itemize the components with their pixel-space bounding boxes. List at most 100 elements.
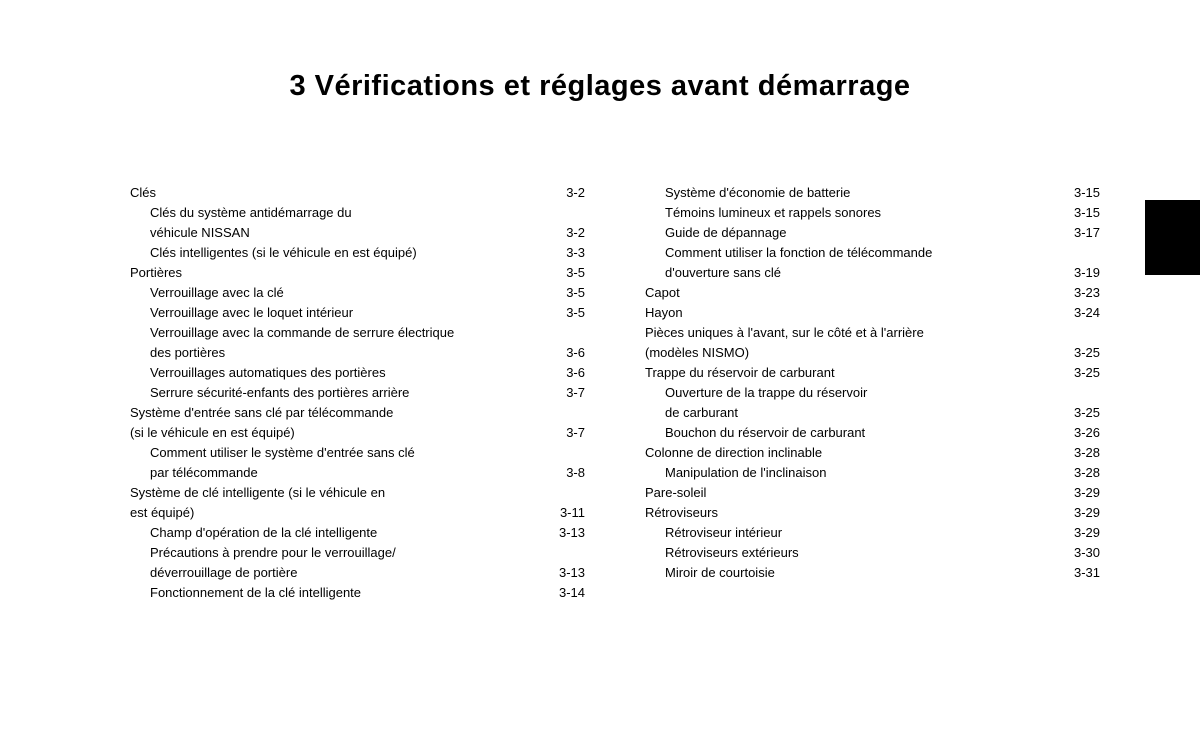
toc-entry: Rétroviseur intérieur 3-29 [615,523,1100,543]
toc-entry-label: de carburant [665,403,738,423]
toc-entry-label: Rétroviseurs [645,503,718,523]
toc-entry-page: 3-23 [1058,283,1100,303]
toc-entry-label: Guide de dépannage [665,223,786,243]
toc-entry-page: 3-15 [1058,203,1100,223]
toc-entry-label: Verrouillage avec le loquet intérieur [150,303,353,323]
toc-entry-page: 3-13 [543,563,585,583]
table-of-contents: Clés3-2Clés du système antidémarrage duv… [100,183,1100,603]
toc-continuation-line: Système d'entrée sans clé par télécomman… [100,403,585,423]
toc-entry-label: par télécommande [150,463,258,483]
toc-entry: Clés3-2 [100,183,585,203]
toc-entry-page: 3-6 [543,363,585,383]
toc-entry-label: Trappe du réservoir de carburant [645,363,835,383]
toc-entry: Système d'économie de batterie 3-15 [615,183,1100,203]
toc-entry: Bouchon du réservoir de carburant 3-26 [615,423,1100,443]
toc-entry-page: 3-19 [1058,263,1100,283]
toc-entry: Guide de dépannage 3-17 [615,223,1100,243]
toc-continuation-line: Comment utiliser le système d'entrée san… [100,443,585,463]
toc-entry-page: 3-26 [1058,423,1100,443]
toc-entry: Serrure sécurité-enfants des portières a… [100,383,585,403]
toc-entry: Colonne de direction inclinable 3-28 [615,443,1100,463]
toc-continuation-line: Précautions à prendre pour le verrouilla… [100,543,585,563]
toc-entry: Fonctionnement de la clé intelligente 3-1… [100,583,585,603]
toc-entry-label: Colonne de direction inclinable [645,443,822,463]
toc-entry: Verrouillage avec le loquet intérieur 3-5 [100,303,585,323]
toc-continuation-line: Verrouillage avec la commande de serrure… [100,323,585,343]
toc-entry-page: 3-28 [1058,443,1100,463]
toc-entry-page: 3-8 [543,463,585,483]
toc-entry-page: 3-7 [543,383,585,403]
toc-entry-page: 3-7 [543,423,585,443]
toc-entry-page: 3-29 [1058,483,1100,503]
section-tab-marker [1145,200,1200,275]
toc-entry-page: 3-5 [543,263,585,283]
toc-entry: Miroir de courtoisie 3-31 [615,563,1100,583]
toc-entry-label: d'ouverture sans clé [665,263,781,283]
toc-entry-label: Miroir de courtoisie [665,563,775,583]
toc-entry-page: 3-15 [1058,183,1100,203]
toc-continuation-line: Clés du système antidémarrage du [100,203,585,223]
toc-entry: Capot3-23 [615,283,1100,303]
toc-entry-label: Serrure sécurité-enfants des portières a… [150,383,409,403]
toc-entry: Rétroviseurs extérieurs 3-30 [615,543,1100,563]
toc-entry-page: 3-6 [543,343,585,363]
toc-entry-page: 3-5 [543,303,585,323]
toc-continuation-line: Ouverture de la trappe du réservoir [615,383,1100,403]
toc-entry-label: Fonctionnement de la clé intelligente [150,583,361,603]
toc-entry-page: 3-30 [1058,543,1100,563]
toc-entry-page: 3-17 [1058,223,1100,243]
toc-entry-label: Champ d'opération de la clé intelligente [150,523,377,543]
toc-entry: déverrouillage de portière 3-13 [100,563,585,583]
toc-entry-page: 3-13 [543,523,585,543]
chapter-title: 3 Vérifications et réglages avant démarr… [100,70,1100,103]
toc-entry-label: véhicule NISSAN [150,223,250,243]
toc-entry: véhicule NISSAN 3-2 [100,223,585,243]
toc-entry: des portières 3-6 [100,343,585,363]
toc-continuation-line: Pièces uniques à l'avant, sur le côté et… [615,323,1100,343]
toc-entry-label: Système d'économie de batterie [665,183,850,203]
toc-entry-label: Verrouillages automatiques des portières [150,363,386,383]
toc-column-left: Clés3-2Clés du système antidémarrage duv… [100,183,585,603]
toc-entry-label: (si le véhicule en est équipé) [130,423,295,443]
toc-entry-page: 3-2 [543,183,585,203]
toc-entry: de carburant 3-25 [615,403,1100,423]
toc-entry-label: Rétroviseur intérieur [665,523,782,543]
toc-entry-page: 3-3 [543,243,585,263]
toc-entry: Portières 3-5 [100,263,585,283]
toc-entry-page: 3-28 [1058,463,1100,483]
toc-entry: Hayon3-24 [615,303,1100,323]
toc-entry-page: 3-5 [543,283,585,303]
toc-entry-page: 3-29 [1058,503,1100,523]
toc-entry-label: Bouchon du réservoir de carburant [665,423,865,443]
toc-entry-label: (modèles NISMO) [645,343,749,363]
toc-entry: Champ d'opération de la clé intelligente… [100,523,585,543]
toc-entry-label: Clés intelligentes (si le véhicule en es… [150,243,417,263]
toc-entry-label: Manipulation de l'inclinaison [665,463,826,483]
toc-entry: est équipé) 3-11 [100,503,585,523]
toc-entry-label: des portières [150,343,225,363]
toc-entry-page: 3-31 [1058,563,1100,583]
toc-entry: Trappe du réservoir de carburant 3-25 [615,363,1100,383]
toc-entry-page: 3-25 [1058,363,1100,383]
toc-entry-page: 3-2 [543,223,585,243]
toc-entry: Verrouillage avec la clé 3-5 [100,283,585,303]
toc-entry-page: 3-14 [543,583,585,603]
toc-entry: Manipulation de l'inclinaison 3-28 [615,463,1100,483]
toc-entry-label: est équipé) [130,503,194,523]
toc-entry: (modèles NISMO) 3-25 [615,343,1100,363]
toc-entry-label: déverrouillage de portière [150,563,297,583]
toc-continuation-line: Comment utiliser la fonction de télécomm… [615,243,1100,263]
toc-continuation-line: Système de clé intelligente (si le véhic… [100,483,585,503]
toc-entry-label: Portières [130,263,182,283]
toc-entry-page: 3-29 [1058,523,1100,543]
toc-column-right: Système d'économie de batterie 3-15 Témoin… [615,183,1100,603]
toc-entry-page: 3-25 [1058,343,1100,363]
toc-entry-label: Témoins lumineux et rappels sonores [665,203,881,223]
toc-entry: Verrouillages automatiques des portières… [100,363,585,383]
toc-entry-label: Verrouillage avec la clé [150,283,284,303]
toc-entry-label: Hayon [645,303,683,323]
toc-entry-label: Pare-soleil [645,483,706,503]
toc-entry-label: Rétroviseurs extérieurs [665,543,799,563]
toc-entry-page: 3-25 [1058,403,1100,423]
toc-entry-page: 3-11 [543,503,585,523]
